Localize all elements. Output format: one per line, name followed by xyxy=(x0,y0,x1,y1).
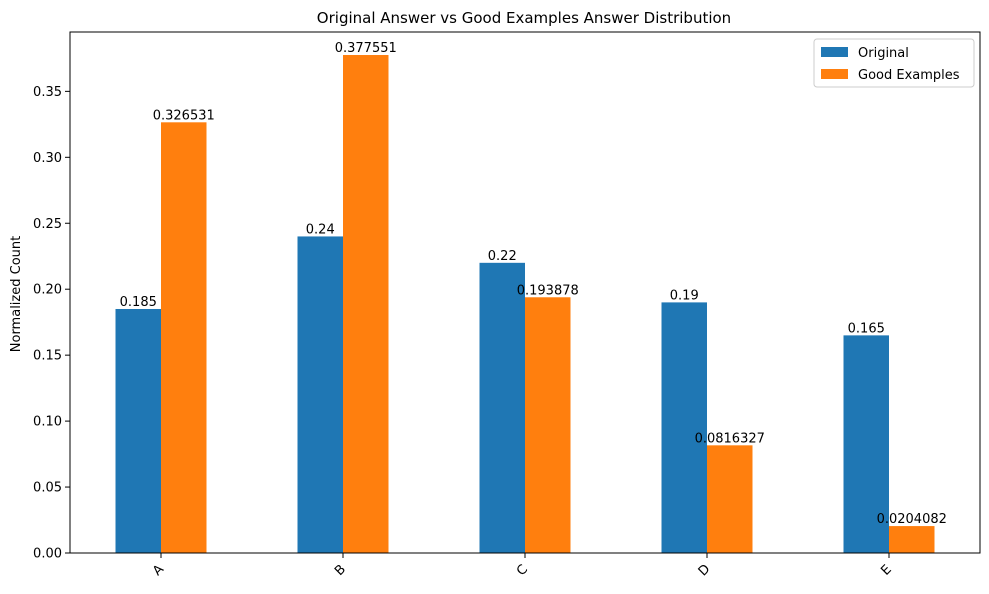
legend-swatch xyxy=(821,47,848,57)
bar-good-examples-b xyxy=(343,55,389,553)
bar-value-label: 0.0204082 xyxy=(877,512,947,527)
bar-value-label: 0.193878 xyxy=(517,283,579,298)
legend-entry-label: Good Examples xyxy=(858,68,960,83)
legend: Original Good Examples xyxy=(813,38,975,88)
legend-entry-label: Original xyxy=(858,46,909,61)
x-axis-ticks: A B C D E xyxy=(150,553,895,579)
bar-good-examples-a xyxy=(161,122,207,553)
bars-group xyxy=(115,55,935,553)
y-tick-label: 0.05 xyxy=(33,481,62,496)
bar-good-examples-c xyxy=(525,297,571,553)
y-tick-label: 0.10 xyxy=(33,415,62,430)
bar-good-examples-d xyxy=(707,445,753,553)
y-axis-label: Normalized Count xyxy=(9,236,24,352)
bar-value-label: 0.19 xyxy=(670,288,699,303)
plot-frame xyxy=(69,31,981,554)
bar-value-label: 0.377551 xyxy=(335,41,397,56)
y-tick-label: 0.15 xyxy=(33,349,62,364)
y-tick-label: 0.20 xyxy=(33,283,62,298)
x-tick-label: B xyxy=(332,562,349,579)
y-tick-label: 0.35 xyxy=(33,85,62,100)
y-tick-label: 0.00 xyxy=(33,547,62,562)
chart-title: Original Answer vs Good Examples Answer … xyxy=(317,9,731,27)
bar-good-examples-e xyxy=(889,526,935,553)
bar-value-label: 0.24 xyxy=(306,222,335,237)
bar-original-d xyxy=(661,302,707,553)
bar-original-a xyxy=(115,308,161,553)
legend-box xyxy=(813,38,975,88)
x-tick-label: E xyxy=(878,562,894,578)
bar-labels-group: 0.185 0.326531 0.24 0.377551 0.22 0.193878 0.1… xyxy=(120,41,947,527)
x-tick-label: A xyxy=(150,562,167,579)
bar-original-c xyxy=(479,262,525,553)
legend-swatch xyxy=(821,69,848,79)
bar-value-label: 0.165 xyxy=(848,321,885,336)
x-tick-label: C xyxy=(514,562,531,579)
y-tick-label: 0.25 xyxy=(33,217,62,232)
bar-value-label: 0.326531 xyxy=(153,108,215,123)
y-axis-ticks: 0.00 0.05 0.10 0.15 0.20 0.25 0.30 0.35 xyxy=(33,85,70,562)
bar-value-label: 0.185 xyxy=(120,295,157,310)
x-tick-label: D xyxy=(696,562,714,580)
bar-value-label: 0.0816327 xyxy=(695,431,765,446)
bar-original-b xyxy=(297,236,343,553)
bar-original-e xyxy=(843,335,889,553)
bar-value-label: 0.22 xyxy=(488,249,517,264)
y-tick-label: 0.30 xyxy=(33,151,62,166)
